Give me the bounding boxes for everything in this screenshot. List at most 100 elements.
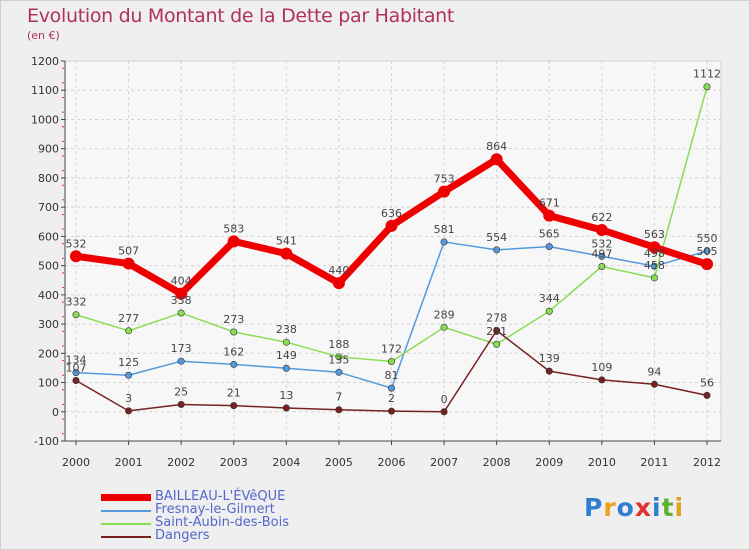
chart-unit: (en €) <box>27 29 60 42</box>
y-tick-label: 500 <box>38 260 59 273</box>
data-label: 109 <box>591 361 612 374</box>
proxiti-logo: Proxiti <box>584 493 684 522</box>
data-point <box>493 246 501 254</box>
data-label: 125 <box>118 356 139 369</box>
y-tick-label: -100 <box>34 435 59 448</box>
y-tick-label: 0 <box>52 406 59 419</box>
data-point <box>282 364 290 372</box>
data-label: 25 <box>174 385 188 398</box>
data-label: 458 <box>644 259 665 272</box>
y-tick-label: 400 <box>38 289 59 302</box>
data-point <box>125 407 133 415</box>
data-point <box>387 384 395 392</box>
data-label: 507 <box>118 245 139 258</box>
data-label: 532 <box>591 237 612 250</box>
logo-letter: o <box>616 493 635 522</box>
data-label: 172 <box>381 342 402 355</box>
data-point <box>125 327 133 335</box>
data-point <box>335 368 343 376</box>
data-point <box>387 407 395 415</box>
data-point <box>545 307 553 315</box>
plot-area <box>64 60 722 442</box>
data-label: 7 <box>335 391 342 404</box>
x-tick-label: 2001 <box>115 456 143 469</box>
legend-swatch <box>101 523 151 525</box>
data-point <box>703 247 711 255</box>
logo-letter: i <box>674 493 685 522</box>
data-label: 2 <box>388 392 395 405</box>
data-point <box>598 376 606 384</box>
data-label: 505 <box>697 245 718 258</box>
series-lines <box>70 83 713 416</box>
data-label: 671 <box>539 197 560 210</box>
data-label: 550 <box>697 232 718 245</box>
x-tick-label: 2000 <box>62 456 90 469</box>
data-point <box>440 408 448 416</box>
data-point <box>282 338 290 346</box>
data-label: 13 <box>279 389 293 402</box>
data-label: 139 <box>539 352 560 365</box>
data-point <box>72 376 80 384</box>
logo-letter: i <box>652 493 662 522</box>
data-point <box>227 235 240 248</box>
x-tick-label: 2012 <box>693 456 721 469</box>
data-point <box>230 402 238 410</box>
y-tick-label: 100 <box>38 377 59 390</box>
data-label: 563 <box>644 228 665 241</box>
data-point <box>440 238 448 246</box>
data-label: 3 <box>125 392 132 405</box>
data-label: 278 <box>486 312 507 325</box>
data-label: 332 <box>66 296 87 309</box>
x-tick-label: 2006 <box>378 456 406 469</box>
data-label: 864 <box>486 140 507 153</box>
data-label: 622 <box>591 211 612 224</box>
data-label: 162 <box>223 345 244 358</box>
data-point <box>650 274 658 282</box>
data-point <box>125 371 133 379</box>
data-point <box>177 309 185 317</box>
y-tick-label: 1000 <box>31 113 59 126</box>
logo-letter: t <box>661 493 675 522</box>
data-point <box>387 357 395 365</box>
y-tick-label: 1200 <box>31 55 59 68</box>
data-label: 188 <box>328 338 349 351</box>
data-point <box>648 241 661 254</box>
y-tick-label: 600 <box>38 230 59 243</box>
data-point <box>177 400 185 408</box>
data-label: 135 <box>328 353 349 366</box>
data-point <box>70 250 82 263</box>
data-label: 277 <box>118 312 139 325</box>
data-label: 238 <box>276 323 297 336</box>
data-label: 753 <box>434 173 455 186</box>
data-label: 1112 <box>693 68 721 81</box>
data-point <box>332 277 345 290</box>
data-point <box>72 311 80 319</box>
data-point <box>543 209 556 222</box>
data-label: 107 <box>66 361 87 374</box>
data-point <box>282 404 290 412</box>
data-point <box>438 185 451 198</box>
data-label: 404 <box>171 275 192 288</box>
legend-label: BAILLEAU-L'ÉVêQUE <box>155 489 286 504</box>
data-point <box>122 257 135 270</box>
y-tick-label: 900 <box>38 143 59 156</box>
x-tick-label: 2007 <box>430 456 458 469</box>
data-point <box>490 153 503 166</box>
data-point <box>493 340 501 348</box>
data-label: 498 <box>644 247 665 260</box>
data-point <box>385 219 398 232</box>
legend-swatch <box>101 536 151 538</box>
data-point <box>598 262 606 270</box>
data-label: 273 <box>223 313 244 326</box>
y-tick-label: 1100 <box>31 84 59 97</box>
x-tick-label: 2008 <box>483 456 511 469</box>
x-tick-label: 2005 <box>325 456 353 469</box>
legend-label: Fresnay-le-Gilmert <box>155 502 275 517</box>
data-point <box>177 357 185 365</box>
data-labels: 5325074045835414406367538646716225635051… <box>66 68 722 406</box>
data-label: 344 <box>539 292 560 305</box>
logo-letter: P <box>584 493 604 522</box>
chart-title: Evolution du Montant de la Dette par Hab… <box>27 5 455 27</box>
axes: -100 0 100 200 300 400 500 600 700 800 900 1000 1100… <box>31 55 721 469</box>
data-label: 532 <box>66 237 87 250</box>
